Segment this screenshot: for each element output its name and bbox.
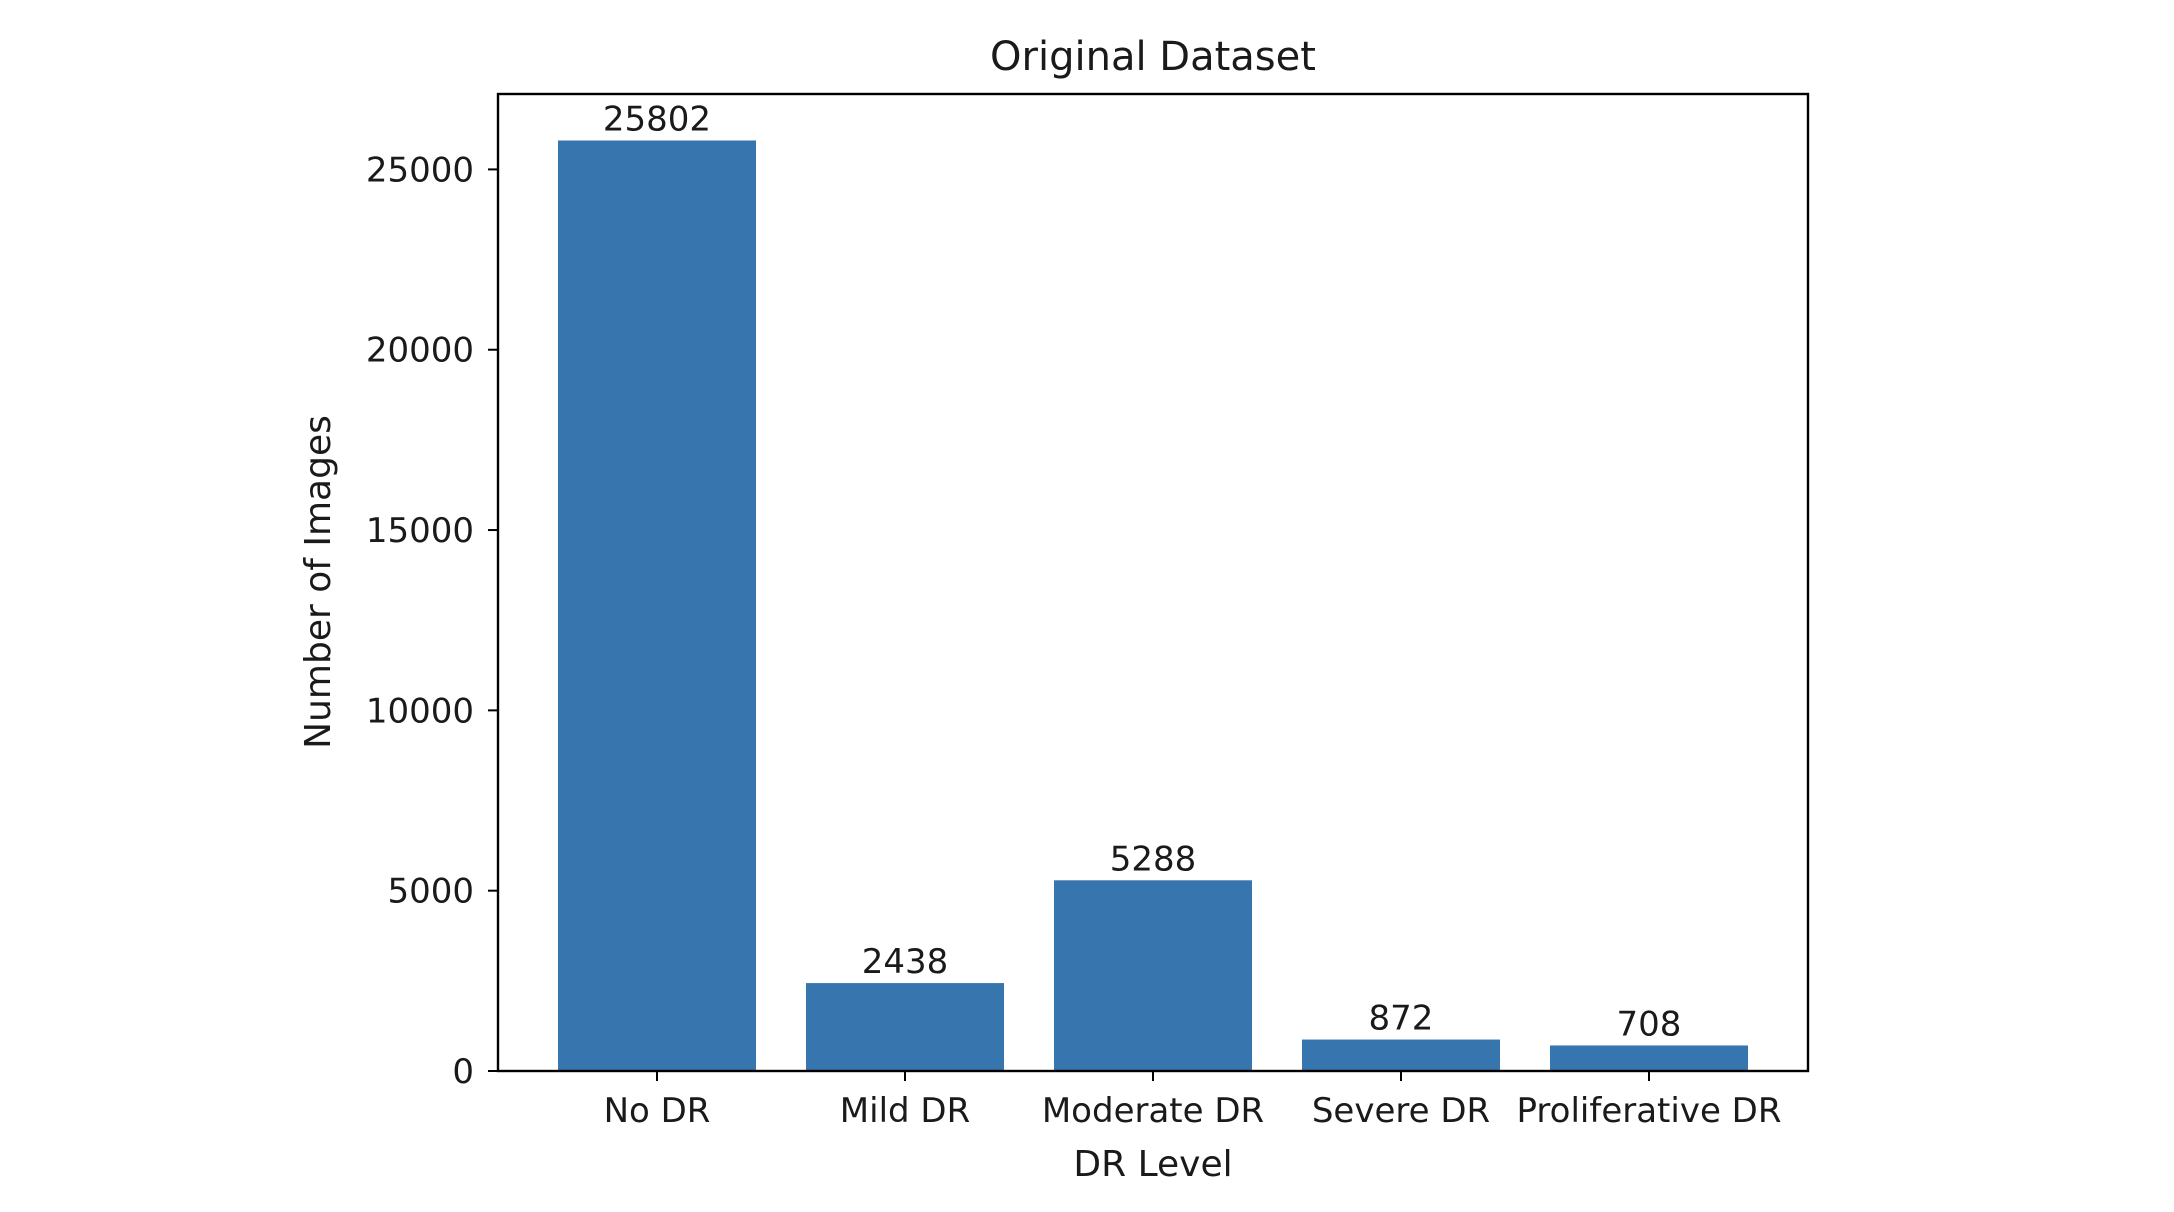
bars-layer (558, 140, 1748, 1071)
bar-2 (1054, 880, 1252, 1071)
data-label-1: 2438 (862, 942, 949, 982)
chart-title: Original Dataset (990, 34, 1316, 80)
y-tick-label-2: 10000 (366, 691, 474, 731)
bar-3 (1302, 1039, 1500, 1071)
data-label-4: 708 (1617, 1004, 1682, 1044)
y-axis-label: Number of Images (298, 415, 339, 749)
y-tick-label-5: 25000 (366, 150, 474, 190)
data-labels: 25802 2438 5288 872 708 (603, 99, 1682, 1044)
bar-1 (806, 983, 1004, 1071)
x-tick-label-4: Proliferative DR (1517, 1091, 1782, 1131)
y-tick-label-0: 0 (452, 1052, 474, 1092)
data-label-3: 872 (1369, 999, 1434, 1039)
bar-0 (558, 140, 756, 1071)
x-tick-label-3: Severe DR (1312, 1091, 1490, 1131)
data-label-0: 25802 (603, 99, 711, 139)
x-axis-label: DR Level (1073, 1144, 1232, 1185)
y-tick-label-1: 5000 (387, 872, 474, 912)
data-label-2: 5288 (1110, 839, 1197, 879)
x-tick-label-0: No DR (604, 1091, 711, 1131)
y-axis: 0 5000 10000 15000 20000 25000 (366, 150, 498, 1092)
x-tick-label-1: Mild DR (840, 1091, 970, 1131)
x-axis: No DR Mild DR Moderate DR Severe DR Prolifer… (604, 1071, 1782, 1131)
y-tick-label-3: 15000 (366, 511, 474, 551)
y-tick-label-4: 20000 (366, 331, 474, 371)
bar-4 (1550, 1045, 1748, 1071)
x-tick-label-2: Moderate DR (1042, 1091, 1264, 1131)
